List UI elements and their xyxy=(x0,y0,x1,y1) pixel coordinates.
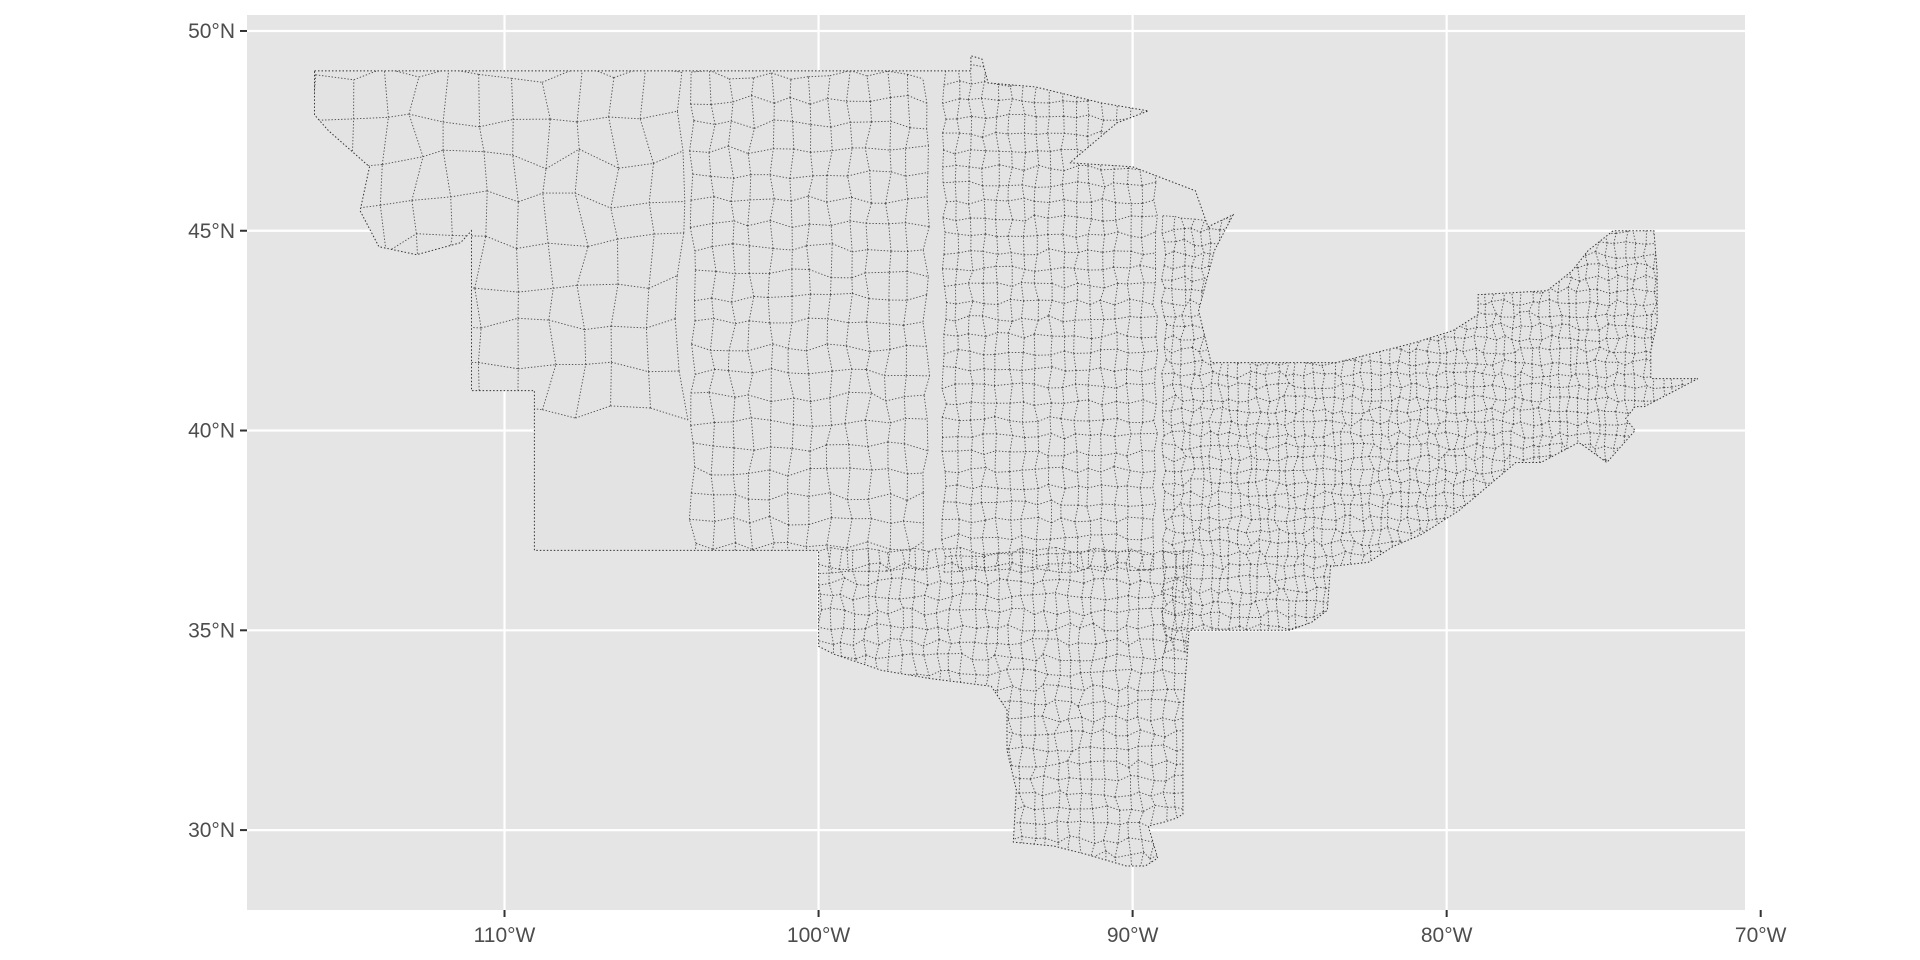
x-tick-label: 70°W xyxy=(1735,924,1787,947)
y-axis: 50°N 45°N 40°N 35°N 30°N xyxy=(188,20,247,842)
region-fill xyxy=(314,55,1698,867)
county-boundary-lines xyxy=(314,63,1695,867)
y-tick-label: 40°N xyxy=(188,420,235,443)
x-tick-label: 90°W xyxy=(1107,924,1159,947)
y-tick-label: 30°N xyxy=(188,819,235,842)
x-axis: 110°W 100°W 90°W 80°W 70°W xyxy=(474,910,1787,947)
y-tick-label: 50°N xyxy=(188,20,235,43)
x-tick-label: 80°W xyxy=(1421,924,1473,947)
x-tick-label: 110°W xyxy=(474,924,536,947)
y-tick-label: 35°N xyxy=(188,619,235,642)
x-tick-label: 100°W xyxy=(787,924,850,947)
y-tick-label: 45°N xyxy=(188,220,235,243)
county-boundaries xyxy=(314,63,1695,867)
